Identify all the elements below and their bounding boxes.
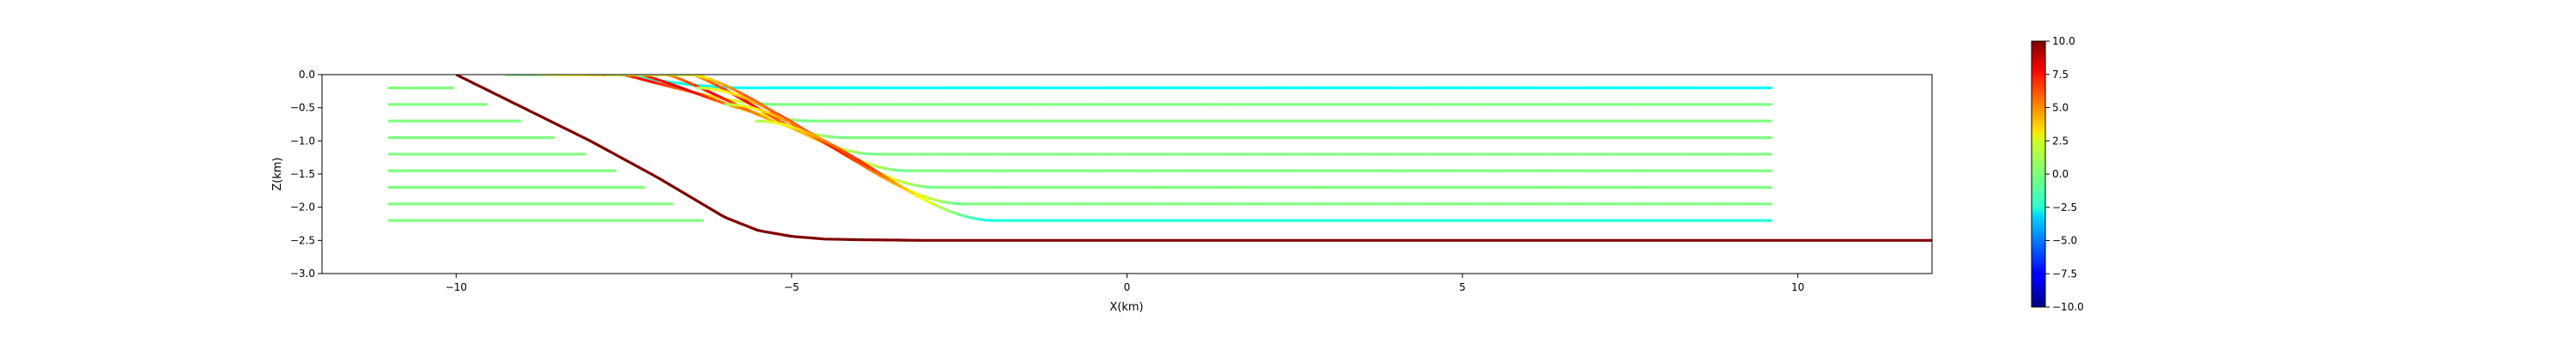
x-tick-label: −10 [446, 281, 467, 293]
fault-line [455, 75, 1932, 242]
x-axis: −10 −5 0 5 10 [446, 274, 1804, 293]
colorbar-tick-label: 2.5 [2052, 135, 2069, 147]
y-tick-label: 0.0 [299, 69, 315, 81]
x-axis-label: X(km) [1109, 301, 1143, 314]
colorbar-tick-label: 0.0 [2052, 168, 2069, 180]
y-axis: 0.0 −0.5 −1.0 −1.5 −2.0 −2.5 −3.0 [290, 69, 322, 280]
y-tick-label: −1.5 [290, 168, 315, 180]
y-tick-label: −1.0 [290, 135, 315, 147]
x-tick-label: 10 [1791, 281, 1804, 293]
colorbar-ticks: 10.0 7.5 5.0 2.5 0.0 −2.5 −5.0 −7.5 −10.0 [2045, 35, 2084, 313]
colorbar-tick-label: −10.0 [2052, 301, 2084, 313]
y-tick-label: −0.5 [290, 102, 315, 114]
y-tick-label: −3.0 [290, 268, 315, 280]
colorbar: 10.0 7.5 5.0 2.5 0.0 −2.5 −5.0 −7.5 −10.0 [2031, 35, 2084, 313]
colorbar-tick-label: −7.5 [2052, 268, 2077, 280]
x-tick-label: 5 [1459, 281, 1466, 293]
colorbar-tick-label: 5.0 [2052, 102, 2069, 114]
y-axis-label: Z(km) [271, 157, 284, 190]
colorbar-tick-label: −2.5 [2052, 202, 2077, 214]
y-tick-label: −2.0 [290, 202, 315, 214]
colorbar-tick-label: −5.0 [2052, 235, 2077, 247]
plot-marks [387, 75, 1932, 242]
colorbar-tick-label: 7.5 [2052, 69, 2069, 81]
x-tick-label: 0 [1124, 281, 1131, 293]
colorbar-tick-label: 10.0 [2052, 35, 2075, 47]
plot-area [321, 74, 1933, 274]
y-tick-label: −2.5 [290, 234, 315, 246]
colorbar-gradient [2031, 40, 2046, 308]
x-tick-label: −5 [784, 281, 799, 293]
